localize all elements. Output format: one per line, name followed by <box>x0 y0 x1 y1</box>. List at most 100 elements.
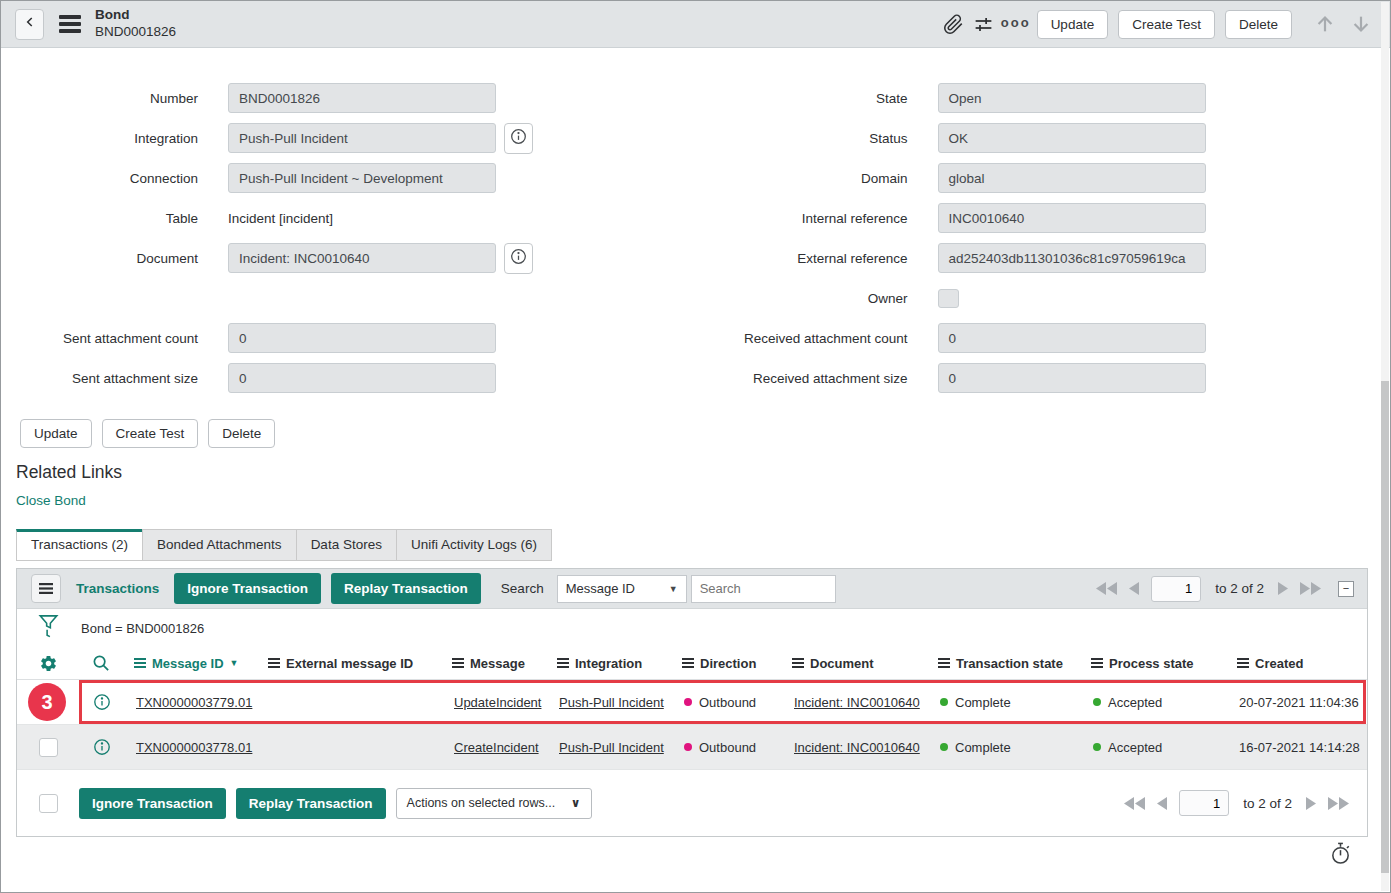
form-delete-button[interactable]: Delete <box>208 419 275 448</box>
record-preview-info-icon[interactable] <box>79 693 124 711</box>
ignore-transaction-button[interactable]: Ignore Transaction <box>174 573 321 604</box>
row-select-checkbox[interactable] <box>39 738 58 757</box>
scrollbar-thumb[interactable] <box>1381 381 1389 873</box>
replay-transaction-button[interactable]: Replay Transaction <box>331 573 481 604</box>
personalize-columns-gear-icon[interactable] <box>17 654 79 673</box>
ignore-transaction-button-bottom[interactable]: Ignore Transaction <box>79 788 226 819</box>
external-reference-field[interactable]: ad252403db11301036c81c97059619ca <box>938 243 1206 273</box>
bond-form: Number BND0001826 Integration Push-Pull … <box>1 48 1390 403</box>
last-page-icon[interactable] <box>1294 579 1326 598</box>
sent-attachment-size-field[interactable]: 0 <box>228 363 496 393</box>
column-header-document[interactable]: Document <box>782 656 928 671</box>
direction-value: Outbound <box>699 740 756 755</box>
document-link[interactable]: Incident: INC0010640 <box>794 740 920 755</box>
column-header-message[interactable]: Message <box>442 656 547 671</box>
personalize-form-icon[interactable] <box>969 9 999 39</box>
document-link[interactable]: Incident: INC0010640 <box>794 695 920 710</box>
integration-link[interactable]: Push-Pull Incident <box>559 695 664 710</box>
page-number-input[interactable] <box>1151 576 1201 602</box>
message-id-link[interactable]: TXN0000003779.01 <box>136 695 252 710</box>
header-delete-button[interactable]: Delete <box>1225 10 1292 39</box>
page-number-input[interactable] <box>1179 790 1229 816</box>
funnel-icon[interactable] <box>38 614 59 642</box>
sort-descending-icon: ▼ <box>230 658 239 668</box>
received-attachment-count-field[interactable]: 0 <box>938 323 1206 353</box>
status-field[interactable]: OK <box>938 123 1206 153</box>
process-state-dot <box>1093 698 1101 706</box>
received-attachment-size-field[interactable]: 0 <box>938 363 1206 393</box>
column-header-integration[interactable]: Integration <box>547 656 672 671</box>
collapse-list-icon[interactable]: − <box>1338 581 1354 597</box>
back-button[interactable] <box>15 9 44 40</box>
table-value: Incident [incident] <box>228 211 333 226</box>
column-search-icon[interactable] <box>79 654 124 673</box>
column-header-external-message-id[interactable]: External message ID <box>258 656 442 671</box>
last-page-icon[interactable] <box>1322 794 1354 813</box>
column-header-transaction-state[interactable]: Transaction state <box>928 656 1081 671</box>
message-link[interactable]: UpdateIncident <box>454 695 541 710</box>
previous-page-icon[interactable] <box>1151 794 1173 813</box>
list-header-row: Message ID ▼ External message ID Message… <box>17 647 1367 680</box>
header-update-button[interactable]: Update <box>1037 10 1109 39</box>
received-attachment-size-label: Received attachment size <box>696 371 938 386</box>
form-update-button[interactable]: Update <box>20 419 92 448</box>
list-context-menu-icon[interactable] <box>31 574 61 603</box>
domain-field[interactable]: global <box>938 163 1206 193</box>
more-options-icon[interactable]: ooo <box>1001 15 1031 30</box>
connection-field[interactable]: Push-Pull Incident ~ Development <box>228 163 496 193</box>
table-row[interactable]: 3 TXN0000003779.01 UpdateIncident Push-P… <box>17 680 1367 725</box>
form-create-test-button[interactable]: Create Test <box>102 419 199 448</box>
tab-transactions[interactable]: Transactions (2) <box>16 529 143 561</box>
paperclip-icon[interactable] <box>939 9 969 39</box>
transaction-state-value: Complete <box>955 740 1011 755</box>
list-toolbar: Transactions Ignore Transaction Replay T… <box>17 569 1367 609</box>
domain-label: Domain <box>696 171 938 186</box>
connection-label: Connection <box>1 171 228 186</box>
form-context-menu-icon[interactable] <box>57 14 83 34</box>
vertical-scrollbar[interactable] <box>1381 2 1389 891</box>
chevron-left-icon <box>23 15 37 33</box>
document-field[interactable]: Incident: INC0010640 <box>228 243 496 273</box>
info-icon <box>510 128 527 149</box>
column-header-process-state[interactable]: Process state <box>1081 656 1227 671</box>
close-bond-link[interactable]: Close Bond <box>16 493 86 508</box>
received-attachment-count-label: Received attachment count <box>696 331 938 346</box>
first-page-icon[interactable] <box>1091 579 1123 598</box>
next-record-icon[interactable] <box>1346 9 1376 39</box>
status-label: Status <box>696 131 938 146</box>
message-id-link[interactable]: TXN0000003778.01 <box>136 740 252 755</box>
owner-checkbox[interactable] <box>938 289 959 308</box>
select-all-checkbox[interactable] <box>39 794 58 813</box>
message-link[interactable]: CreateIncident <box>454 740 539 755</box>
search-input[interactable] <box>691 575 836 603</box>
table-row[interactable]: TXN0000003778.01 CreateIncident Push-Pul… <box>17 725 1367 770</box>
sent-attachment-count-field[interactable]: 0 <box>228 323 496 353</box>
transaction-state-dot <box>940 698 948 706</box>
tab-unifi-activity-logs[interactable]: Unifi Activity Logs (6) <box>396 529 552 561</box>
column-header-created[interactable]: Created <box>1227 656 1367 671</box>
response-time-stopwatch-icon[interactable] <box>1329 841 1352 870</box>
previous-record-icon[interactable] <box>1310 9 1340 39</box>
number-field[interactable]: BND0001826 <box>228 83 496 113</box>
integration-field[interactable]: Push-Pull Incident <box>228 123 496 153</box>
integration-link[interactable]: Push-Pull Incident <box>559 740 664 755</box>
filter-breadcrumb[interactable]: Bond = BND0001826 <box>81 621 204 636</box>
column-header-direction[interactable]: Direction <box>672 656 782 671</box>
list-filter-row: Bond = BND0001826 <box>17 609 1367 647</box>
internal-reference-field[interactable]: INC0010640 <box>938 203 1206 233</box>
first-page-icon[interactable] <box>1119 794 1151 813</box>
header-create-test-button[interactable]: Create Test <box>1118 10 1215 39</box>
replay-transaction-button-bottom[interactable]: Replay Transaction <box>236 788 386 819</box>
record-preview-info-icon[interactable] <box>79 738 124 756</box>
tab-data-stores[interactable]: Data Stores <box>296 529 397 561</box>
document-info-button[interactable] <box>504 243 533 274</box>
integration-info-button[interactable] <box>504 123 533 154</box>
tab-bonded-attachments[interactable]: Bonded Attachments <box>142 529 297 561</box>
column-header-message-id[interactable]: Message ID ▼ <box>124 656 258 671</box>
next-page-icon[interactable] <box>1300 794 1322 813</box>
state-field[interactable]: Open <box>938 83 1206 113</box>
search-column-select[interactable]: Message ID ▼ <box>557 575 687 603</box>
actions-on-rows-select[interactable]: Actions on selected rows... ∨ <box>396 788 592 819</box>
previous-page-icon[interactable] <box>1123 579 1145 598</box>
next-page-icon[interactable] <box>1272 579 1294 598</box>
